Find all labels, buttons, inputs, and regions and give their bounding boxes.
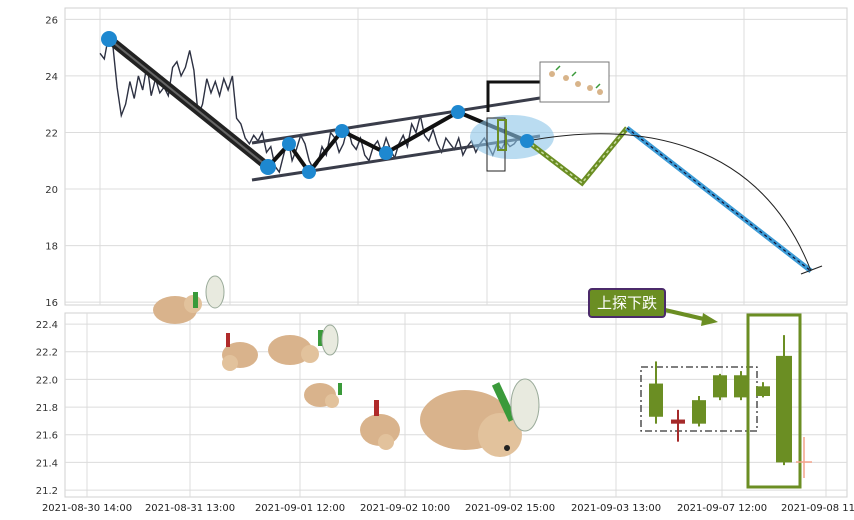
candle-body: [713, 375, 727, 398]
arc-end-tick: [800, 265, 823, 275]
thumbnail-sketch: [549, 65, 603, 95]
projection-path-green-dash: [526, 127, 628, 185]
channel-line-upper: [251, 96, 541, 145]
dog-sticker: [222, 333, 258, 371]
y-tick-label: 18: [45, 242, 58, 253]
candle-body: [671, 419, 685, 424]
lower-y-ticks: 21.2 21.4 21.6 21.8 22.0 22.2 22.4: [36, 320, 58, 497]
dog-sticker: [420, 378, 540, 457]
dog-sticker-cluster: [153, 275, 540, 457]
mini-candle-marker: [497, 119, 507, 151]
dog-sticker: [360, 400, 400, 450]
callout-arrowhead: [701, 313, 718, 326]
dog-sticker: [153, 275, 225, 324]
y-tick-label: 24: [45, 72, 58, 83]
candle-body: [756, 386, 770, 397]
trend-segment-core: [108, 38, 269, 168]
pattern-callout-label: 上探下跌: [588, 288, 666, 318]
dog-sticker: [304, 383, 342, 408]
pattern-point: [451, 105, 465, 119]
pattern-point: [302, 165, 316, 179]
y-tick-label: 21.6: [36, 431, 58, 442]
pattern-point: [101, 31, 117, 47]
dog-sticker: [268, 324, 339, 365]
upper-drawings: [99, 31, 823, 275]
thumbnail-pointer: [486, 80, 540, 112]
y-tick-label: 20: [45, 185, 58, 196]
x-tick-label: 2021-09-03 13:00: [571, 503, 661, 514]
pattern-point: [520, 134, 534, 148]
y-tick-label: 16: [45, 298, 58, 309]
upper-panel: 16 18 20 22 24 26: [45, 7, 848, 309]
pattern-point: [260, 159, 276, 175]
x-tick-label: 2021-09-02 15:00: [465, 503, 555, 514]
y-tick-label: 22: [45, 128, 58, 139]
x-tick-label: 2021-08-30 14:00: [42, 503, 132, 514]
y-tick-label: 21.4: [36, 458, 58, 469]
lower-drawings: [640, 308, 812, 489]
y-tick-label: 21.2: [36, 486, 58, 497]
x-tick-labels: 2021-08-30 14:00 2021-08-31 13:00 2021-09-…: [42, 503, 854, 514]
candle-body: [649, 383, 663, 417]
lower-grid: [65, 313, 847, 497]
pattern-point: [282, 137, 296, 151]
highlight-frame: [746, 313, 802, 489]
x-tick-label: 2021-08-31 13:00: [145, 503, 235, 514]
x-tick-label: 2021-09-08 11:00: [781, 503, 854, 514]
y-tick-label: 26: [45, 15, 58, 26]
x-tick-label: 2021-09-01 12:00: [255, 503, 345, 514]
x-tick-label: 2021-09-02 10:00: [360, 503, 450, 514]
thumbnail-box: [539, 61, 610, 103]
y-tick-label: 22.0: [36, 375, 58, 386]
callout-arrow: [664, 308, 709, 322]
x-tick-label: 2021-09-07 12:00: [677, 503, 767, 514]
upper-y-ticks: 16 18 20 22 24 26: [45, 15, 58, 309]
candles: [649, 335, 792, 466]
pattern-points: [101, 31, 534, 179]
projection-path-blue-dash: [626, 127, 812, 272]
y-tick-label: 22.2: [36, 348, 58, 359]
pattern-point: [335, 124, 349, 138]
candle-body: [692, 400, 706, 424]
candle-body: [776, 355, 792, 463]
y-tick-label: 21.8: [36, 403, 58, 414]
upper-plot-area: [64, 7, 848, 306]
y-tick-label: 22.4: [36, 320, 58, 331]
arc-curve: [526, 133, 812, 272]
candle-body: [734, 375, 748, 398]
pattern-point: [379, 146, 393, 160]
